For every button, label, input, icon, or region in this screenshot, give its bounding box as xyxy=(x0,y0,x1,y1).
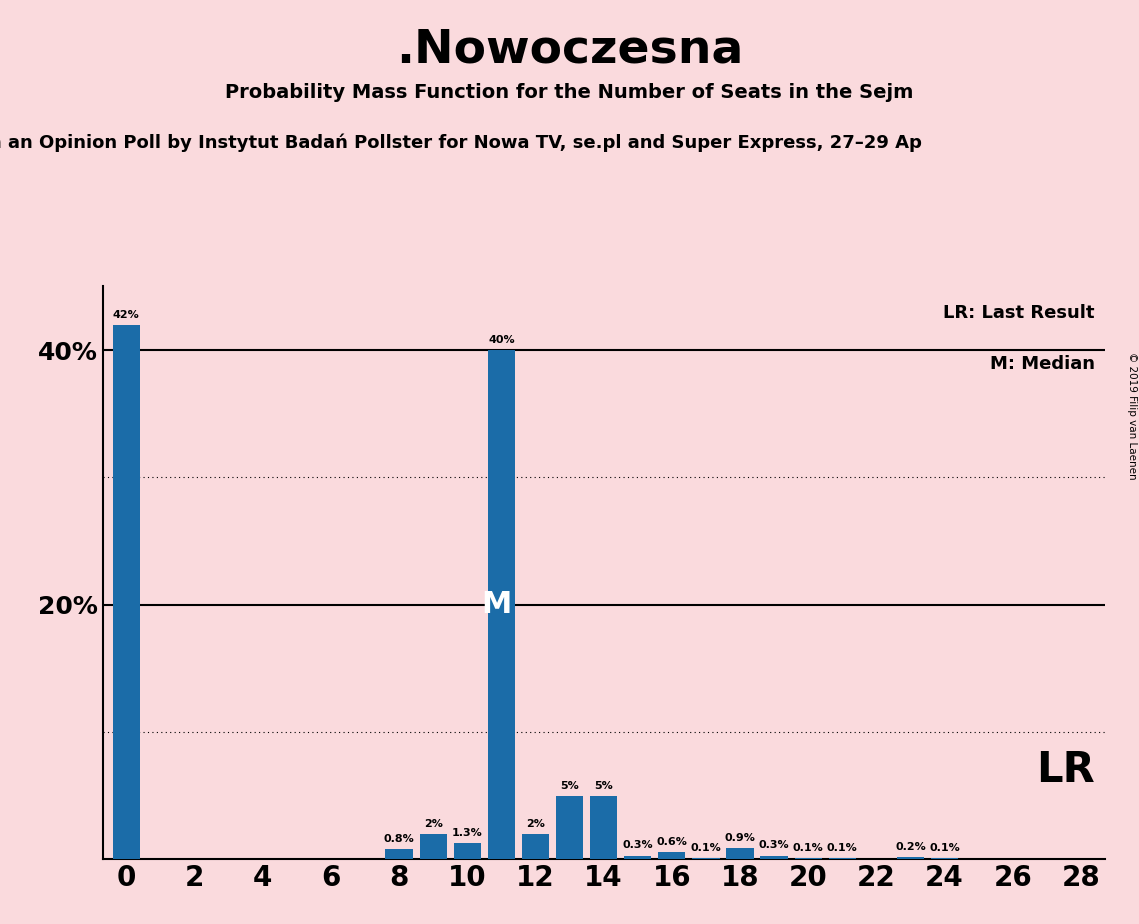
Text: M: Median: M: Median xyxy=(990,355,1095,373)
Text: 0.1%: 0.1% xyxy=(827,843,858,853)
Bar xyxy=(385,849,412,859)
Bar xyxy=(419,833,446,859)
Bar xyxy=(556,796,583,859)
Bar xyxy=(896,857,924,859)
Text: .Nowoczesna: .Nowoczesna xyxy=(396,28,743,73)
Text: 1.3%: 1.3% xyxy=(452,828,483,838)
Bar xyxy=(931,858,958,859)
Text: LR: LR xyxy=(1036,748,1095,791)
Bar xyxy=(693,858,720,859)
Bar xyxy=(624,856,652,859)
Text: 0.9%: 0.9% xyxy=(724,833,755,843)
Bar xyxy=(658,852,686,859)
Text: M: M xyxy=(481,590,511,619)
Text: 2%: 2% xyxy=(424,819,443,829)
Bar xyxy=(761,856,788,859)
Bar xyxy=(727,848,754,859)
Text: 0.6%: 0.6% xyxy=(656,836,687,846)
Text: 0.1%: 0.1% xyxy=(690,843,721,853)
Text: 5%: 5% xyxy=(595,781,613,791)
Bar xyxy=(522,833,549,859)
Bar xyxy=(487,350,515,859)
Text: 42%: 42% xyxy=(113,310,140,320)
Text: 5%: 5% xyxy=(560,781,579,791)
Text: 0.3%: 0.3% xyxy=(759,841,789,850)
Text: 0.2%: 0.2% xyxy=(895,842,926,852)
Text: © 2019 Filip van Laenen: © 2019 Filip van Laenen xyxy=(1126,352,1137,480)
Text: Probability Mass Function for the Number of Seats in the Sejm: Probability Mass Function for the Number… xyxy=(226,83,913,103)
Bar xyxy=(113,324,140,859)
Text: n an Opinion Poll by Instytut Badań Pollster for Nowa TV, se.pl and Super Expres: n an Opinion Poll by Instytut Badań Poll… xyxy=(0,134,921,152)
Bar xyxy=(453,843,481,859)
Bar xyxy=(829,858,855,859)
Text: 0.1%: 0.1% xyxy=(929,843,960,853)
Text: LR: Last Result: LR: Last Result xyxy=(943,304,1095,322)
Text: 0.1%: 0.1% xyxy=(793,843,823,853)
Text: 0.3%: 0.3% xyxy=(622,841,653,850)
Text: 2%: 2% xyxy=(526,819,544,829)
Bar xyxy=(795,858,822,859)
Text: 40%: 40% xyxy=(489,335,515,345)
Text: 0.8%: 0.8% xyxy=(384,834,415,844)
Bar xyxy=(590,796,617,859)
